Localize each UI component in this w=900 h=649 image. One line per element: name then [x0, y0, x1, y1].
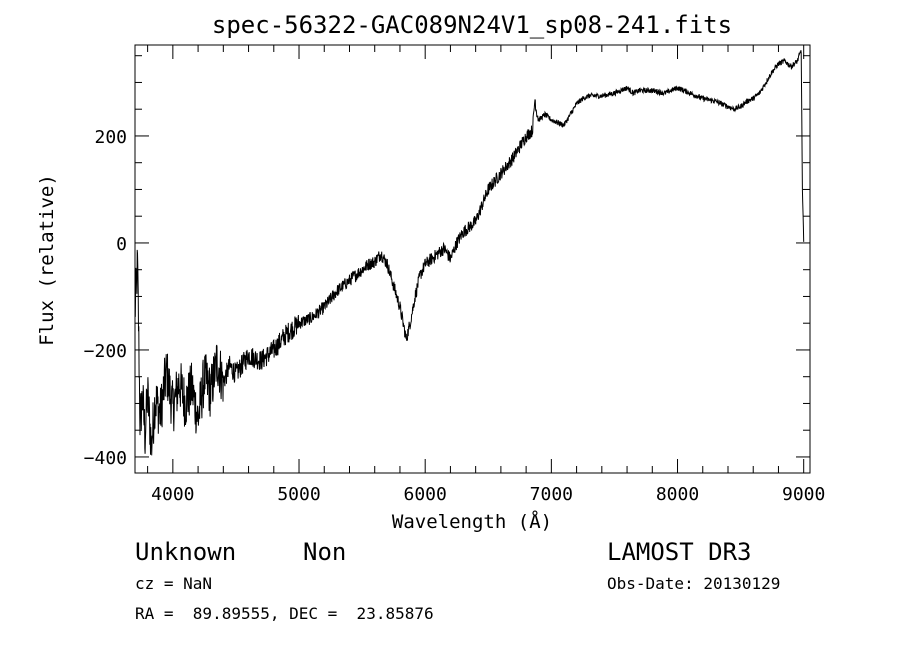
y-tick-label: −200	[84, 341, 127, 362]
y-tick-label: −400	[84, 448, 127, 469]
coordinates-readout: RA = 89.89555, DEC = 23.85876	[135, 604, 434, 623]
x-tick-label: 4000	[151, 484, 194, 505]
x-tick-label: 9000	[782, 484, 825, 505]
x-tick-label: 6000	[404, 484, 447, 505]
ticks: 4000 5000 6000 7000 8000 9000 −400 −200 0 200	[84, 45, 825, 505]
y-tick-label: 0	[116, 234, 127, 255]
axes	[134, 44, 811, 474]
flux-series-line	[134, 50, 805, 456]
x-tick-label: 5000	[277, 484, 320, 505]
redshift-readout: cz = NaN	[135, 574, 213, 593]
x-tick-label: 7000	[530, 484, 573, 505]
plot-area	[134, 50, 805, 456]
x-axis-label: Wavelength (Å)	[392, 510, 552, 533]
plot-frame	[134, 44, 811, 474]
observation-date: Obs-Date: 20130129	[607, 574, 781, 593]
x-tick-label: 8000	[656, 484, 699, 505]
chart-title: spec-56322-GAC089N24V1_sp08-241.fits	[212, 11, 732, 39]
y-tick-label: 200	[94, 127, 127, 148]
survey-name: LAMOST DR3	[607, 538, 752, 566]
y-axis-label: Flux (relative)	[36, 174, 58, 346]
object-subclass: Non	[303, 538, 347, 566]
object-class: Unknown	[135, 538, 237, 566]
